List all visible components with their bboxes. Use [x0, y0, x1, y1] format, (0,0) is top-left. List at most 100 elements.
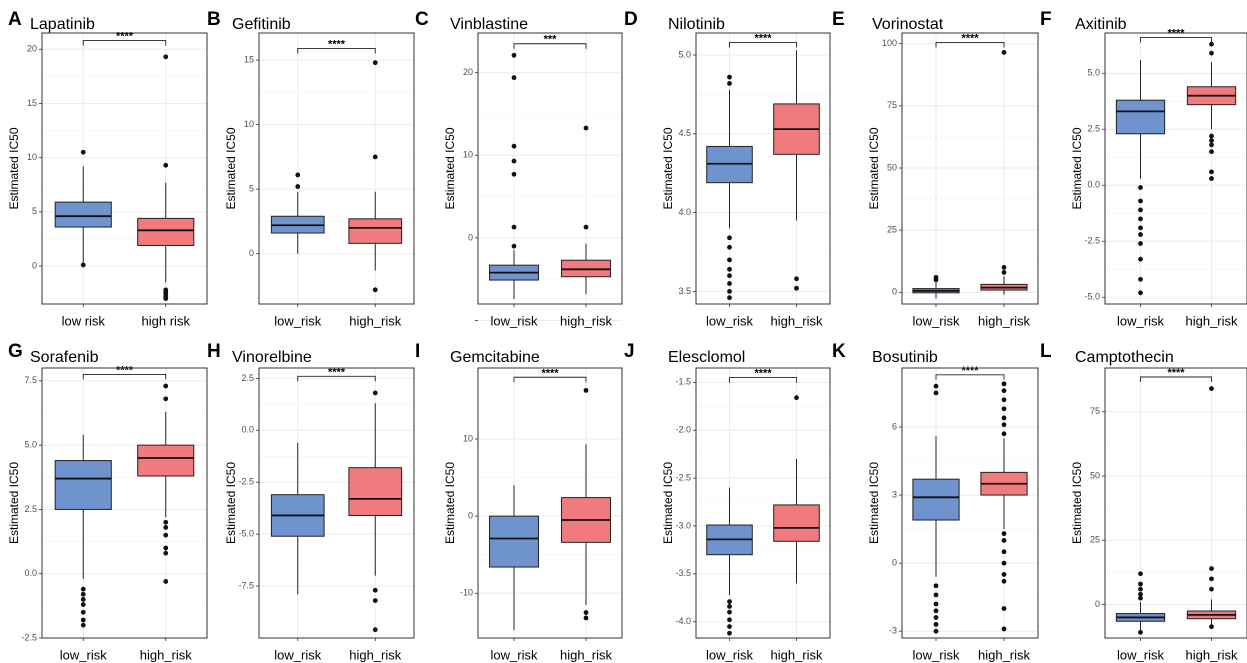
y-axis-label: Estimated IC50	[1070, 462, 1084, 544]
outlier-point	[794, 285, 799, 291]
outlier-point	[1001, 381, 1007, 387]
y-tick-label: 2.5	[241, 373, 254, 383]
high-risk-box	[1186, 386, 1237, 630]
y-tick-label: 2.5	[24, 504, 37, 514]
plot-background	[478, 33, 622, 304]
low-risk-box	[1115, 571, 1166, 635]
panel-border	[901, 367, 1039, 639]
y-tick-label: 100	[882, 38, 897, 48]
low-risk-box	[706, 487, 753, 636]
outlier-point	[80, 609, 86, 615]
outlier-point	[1209, 624, 1214, 630]
outlier-point	[1001, 415, 1007, 421]
y-tick-label: 5.0	[24, 440, 37, 450]
panel-title: Nilotinib	[668, 16, 725, 33]
panel-letter: D	[624, 9, 638, 30]
y-tick-label: 10	[463, 433, 473, 443]
y-tick-label: 6	[892, 421, 897, 431]
significance-label: ****	[961, 32, 979, 44]
outlier-point	[511, 243, 517, 249]
significance-label: ****	[328, 38, 346, 50]
outlier-point	[1001, 626, 1007, 632]
significance-label: ****	[116, 364, 134, 376]
x-tick-label: high_risk	[140, 647, 193, 662]
outlier-point	[727, 609, 732, 615]
outlier-point	[295, 184, 301, 189]
panel-title: Axitinib	[1075, 16, 1127, 33]
panel-e-vorinostat: E Vorinostat 0 25 50 75 100 Estimated IC50 **** l…	[832, 9, 1039, 328]
outlier-point	[80, 262, 86, 268]
significance-bracket	[729, 377, 797, 383]
panel-title: Vinblastine	[450, 16, 528, 33]
x-tick-label: high_risk	[770, 647, 823, 662]
y-tick-label: -3	[889, 626, 897, 636]
panel-letter: H	[207, 341, 221, 362]
outlier-point	[933, 274, 939, 280]
outlier-point	[1001, 265, 1007, 270]
y-tick-label: 0.0	[24, 568, 37, 578]
y-tick-label: 10	[463, 150, 473, 160]
y-axis-label: Estimated IC50	[661, 462, 675, 544]
outlier-point	[1138, 276, 1143, 282]
low-risk-box	[912, 274, 960, 299]
x-tick-label: high_risk	[349, 313, 402, 328]
y-axis-label: Estimated IC50	[1070, 127, 1084, 209]
y-tick-label: 0	[249, 248, 254, 258]
plot-background	[1105, 33, 1247, 304]
high-risk-box	[773, 50, 820, 291]
outlier-point	[727, 604, 732, 609]
outlier-point	[1209, 142, 1214, 148]
y-tick-label: 25	[887, 225, 897, 235]
high-risk-box	[137, 383, 195, 584]
panel-border	[477, 367, 623, 639]
high-risk-box	[773, 395, 820, 584]
high-risk-box	[561, 125, 611, 295]
outlier-point	[163, 525, 169, 530]
panel-letter: L	[1040, 341, 1052, 362]
outlier-point	[511, 224, 517, 230]
panel-letter: E	[832, 9, 845, 30]
plot-background	[696, 368, 830, 638]
y-tick-label: 2.5	[1087, 124, 1100, 134]
outlier-point	[1138, 207, 1143, 213]
x-tick-label: low_risk	[706, 647, 753, 662]
plot-background	[42, 33, 207, 304]
y-axis-label: Estimated IC50	[867, 127, 881, 209]
x-tick-label: low_risk	[913, 313, 960, 328]
y-tick-label: 5.0	[678, 49, 691, 59]
outlier-point	[511, 75, 517, 81]
outlier-point	[933, 383, 939, 389]
significance-label: ****	[116, 31, 134, 43]
outlier-point	[1209, 133, 1214, 139]
outlier-point	[511, 52, 517, 58]
outlier-point	[727, 235, 732, 241]
x-tick-label: high_risk	[349, 647, 402, 662]
y-tick-label: 0	[892, 558, 897, 568]
panel-title: Sorafenib	[30, 349, 99, 366]
outlier-point	[1138, 185, 1143, 190]
y-tick-label: 50	[887, 162, 897, 172]
outlier-point	[163, 532, 169, 538]
y-axis-label: Estimated IC50	[7, 462, 21, 544]
y-tick-label: 4.5	[678, 128, 691, 138]
outlier-point	[933, 592, 939, 598]
outlier-point	[1209, 586, 1214, 592]
outlier-point	[933, 390, 939, 396]
y-tick-label: 20	[463, 67, 473, 77]
outlier-point	[1001, 560, 1007, 566]
outlier-point	[1209, 386, 1214, 391]
outlier-point	[1138, 225, 1143, 231]
y-tick-label: -2.5	[675, 472, 691, 482]
y-tick-label: 20	[27, 44, 37, 54]
outlier-point	[583, 387, 589, 393]
x-tick-label: low_risk	[274, 647, 321, 662]
y-tick-label: 0.0	[1087, 180, 1100, 190]
outlier-point	[1001, 538, 1007, 543]
panel-letter: I	[415, 341, 420, 362]
significance-bracket	[82, 40, 167, 46]
panel-j-elesclomol: J Elesclomol -4.0 -3.5 -3.0 -2.5 -2.0 -1.5 Estim…	[624, 341, 831, 662]
outlier-point	[372, 627, 378, 633]
x-tick-label: high_risk	[770, 313, 823, 328]
outlier-point	[583, 610, 589, 615]
y-tick-label: 0	[468, 510, 473, 520]
